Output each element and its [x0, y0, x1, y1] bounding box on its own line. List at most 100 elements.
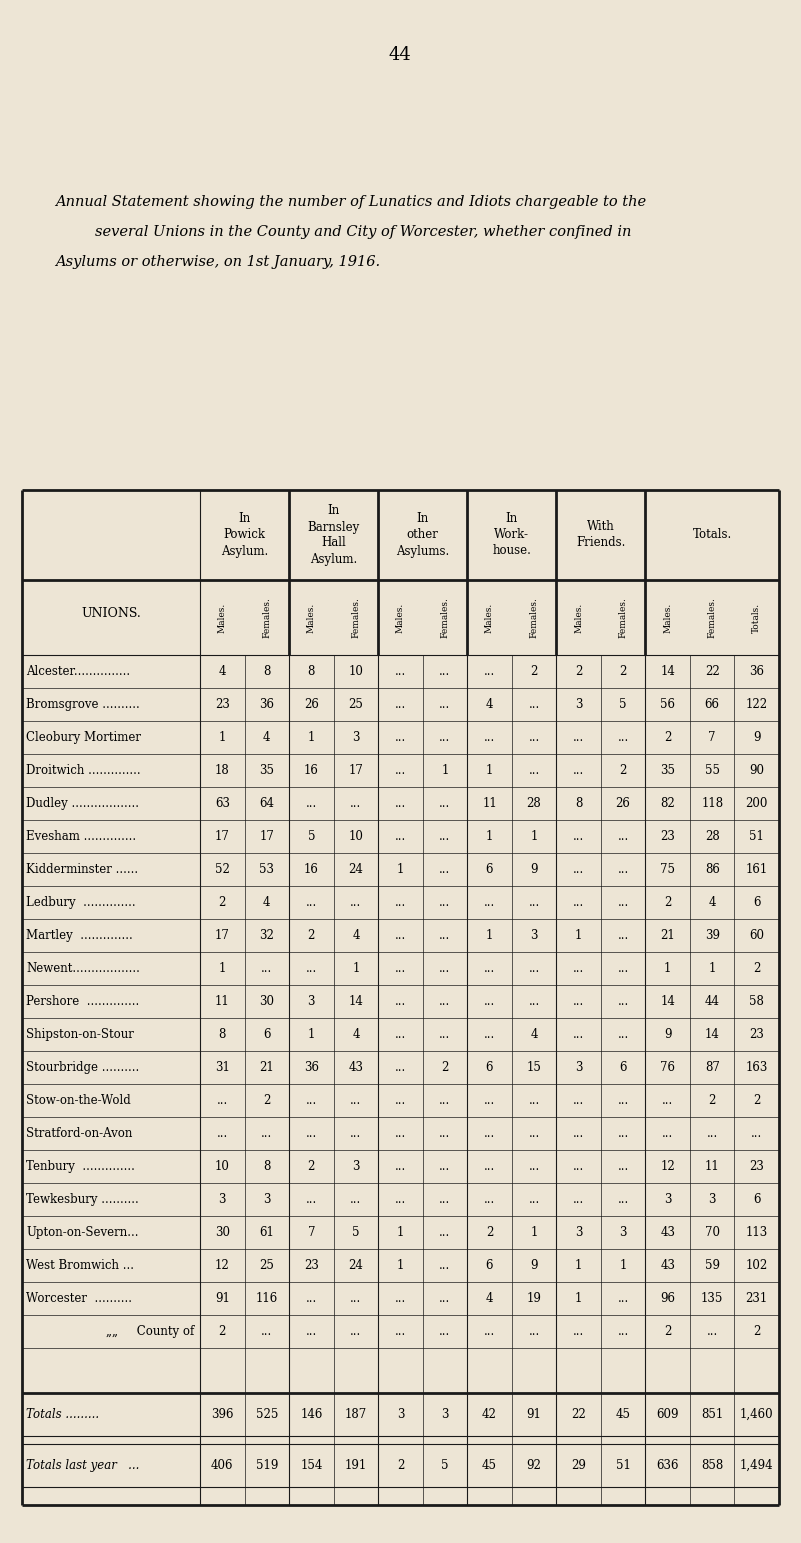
Text: ...: ... — [529, 1193, 540, 1207]
Text: 1: 1 — [709, 961, 716, 975]
Text: ...: ... — [350, 1193, 361, 1207]
Text: 5: 5 — [308, 830, 315, 842]
Text: 51: 51 — [616, 1460, 630, 1472]
Text: 16: 16 — [304, 863, 319, 876]
Text: ...: ... — [395, 764, 406, 778]
Text: ...: ... — [618, 1094, 629, 1106]
Text: 1: 1 — [664, 961, 671, 975]
Text: 2: 2 — [441, 1062, 449, 1074]
Text: 91: 91 — [526, 1409, 541, 1421]
Text: 24: 24 — [348, 863, 364, 876]
Text: 14: 14 — [660, 665, 675, 677]
Text: ...: ... — [573, 1126, 584, 1140]
Text: Totals .........: Totals ......... — [26, 1409, 99, 1421]
Text: Barnsley: Barnsley — [308, 520, 360, 534]
Text: 6: 6 — [753, 1193, 760, 1207]
Text: 58: 58 — [749, 995, 764, 1008]
Text: In: In — [328, 505, 340, 517]
Text: 7: 7 — [708, 731, 716, 744]
Text: 42: 42 — [482, 1409, 497, 1421]
Text: Newent..................: Newent.................. — [26, 961, 140, 975]
Text: Friends.: Friends. — [576, 537, 626, 549]
Text: 146: 146 — [300, 1409, 323, 1421]
Text: ...: ... — [529, 896, 540, 909]
Text: 2: 2 — [263, 1094, 271, 1106]
Text: 36: 36 — [749, 665, 764, 677]
Text: 200: 200 — [746, 798, 768, 810]
Text: house.: house. — [493, 545, 531, 557]
Text: ...: ... — [395, 1062, 406, 1074]
Text: ...: ... — [573, 1160, 584, 1173]
Text: 187: 187 — [344, 1409, 367, 1421]
Text: ...: ... — [395, 961, 406, 975]
Text: Females.: Females. — [441, 597, 449, 637]
Text: 23: 23 — [749, 1160, 764, 1173]
Text: 525: 525 — [256, 1409, 278, 1421]
Text: 5: 5 — [352, 1227, 360, 1239]
Text: 636: 636 — [656, 1460, 679, 1472]
Text: 2: 2 — [753, 1094, 760, 1106]
Text: 45: 45 — [616, 1409, 630, 1421]
Text: 1: 1 — [619, 1259, 627, 1271]
Text: ...: ... — [395, 929, 406, 941]
Text: ...: ... — [529, 1325, 540, 1338]
Text: 90: 90 — [749, 764, 764, 778]
Text: 35: 35 — [260, 764, 274, 778]
Text: ...: ... — [484, 1160, 495, 1173]
Text: ...: ... — [439, 1094, 451, 1106]
Text: 25: 25 — [348, 697, 364, 711]
Text: 63: 63 — [215, 798, 230, 810]
Text: ...: ... — [439, 697, 451, 711]
Text: 2: 2 — [619, 764, 627, 778]
Text: Stratford-on-Avon: Stratford-on-Avon — [26, 1126, 132, 1140]
Text: 8: 8 — [575, 798, 582, 810]
Text: 17: 17 — [260, 830, 274, 842]
Text: 4: 4 — [352, 929, 360, 941]
Text: 14: 14 — [660, 995, 675, 1008]
Text: 87: 87 — [705, 1062, 719, 1074]
Text: Stow-on-the-Wold: Stow-on-the-Wold — [26, 1094, 131, 1106]
Text: ...: ... — [706, 1126, 718, 1140]
Text: Totals.: Totals. — [693, 529, 732, 542]
Text: 43: 43 — [660, 1259, 675, 1271]
Text: 43: 43 — [348, 1062, 364, 1074]
Text: In: In — [417, 512, 429, 526]
Text: In: In — [239, 512, 251, 526]
Text: 30: 30 — [215, 1227, 230, 1239]
Text: 2: 2 — [486, 1227, 493, 1239]
Text: ...: ... — [618, 1028, 629, 1042]
Text: ...: ... — [306, 896, 317, 909]
Text: 609: 609 — [656, 1409, 679, 1421]
Text: 11: 11 — [482, 798, 497, 810]
Text: ...: ... — [529, 961, 540, 975]
Text: 14: 14 — [705, 1028, 719, 1042]
Text: 22: 22 — [571, 1409, 586, 1421]
Text: Males.: Males. — [218, 602, 227, 633]
Text: 39: 39 — [705, 929, 719, 941]
Text: 2: 2 — [396, 1460, 405, 1472]
Text: Asylum.: Asylum. — [221, 545, 268, 557]
Text: ...: ... — [395, 1094, 406, 1106]
Text: ...: ... — [529, 1094, 540, 1106]
Text: 3: 3 — [263, 1193, 271, 1207]
Text: 161: 161 — [746, 863, 768, 876]
Text: 18: 18 — [215, 764, 230, 778]
Text: Males.: Males. — [396, 602, 405, 633]
Text: ...: ... — [439, 1227, 451, 1239]
Text: 70: 70 — [705, 1227, 719, 1239]
Text: ...: ... — [573, 995, 584, 1008]
Text: other: other — [407, 529, 439, 542]
Text: 4: 4 — [352, 1028, 360, 1042]
Text: 3: 3 — [575, 1227, 582, 1239]
Text: ...: ... — [662, 1126, 674, 1140]
Text: 406: 406 — [211, 1460, 234, 1472]
Text: 113: 113 — [746, 1227, 768, 1239]
Text: 21: 21 — [660, 929, 675, 941]
Text: „„     County of: „„ County of — [106, 1325, 194, 1338]
Text: 1: 1 — [530, 830, 537, 842]
Text: 1: 1 — [308, 731, 315, 744]
Text: 64: 64 — [260, 798, 274, 810]
Text: ...: ... — [529, 1160, 540, 1173]
Text: Stourbridge ..........: Stourbridge .......... — [26, 1062, 139, 1074]
Text: Kidderminster ......: Kidderminster ...... — [26, 863, 138, 876]
